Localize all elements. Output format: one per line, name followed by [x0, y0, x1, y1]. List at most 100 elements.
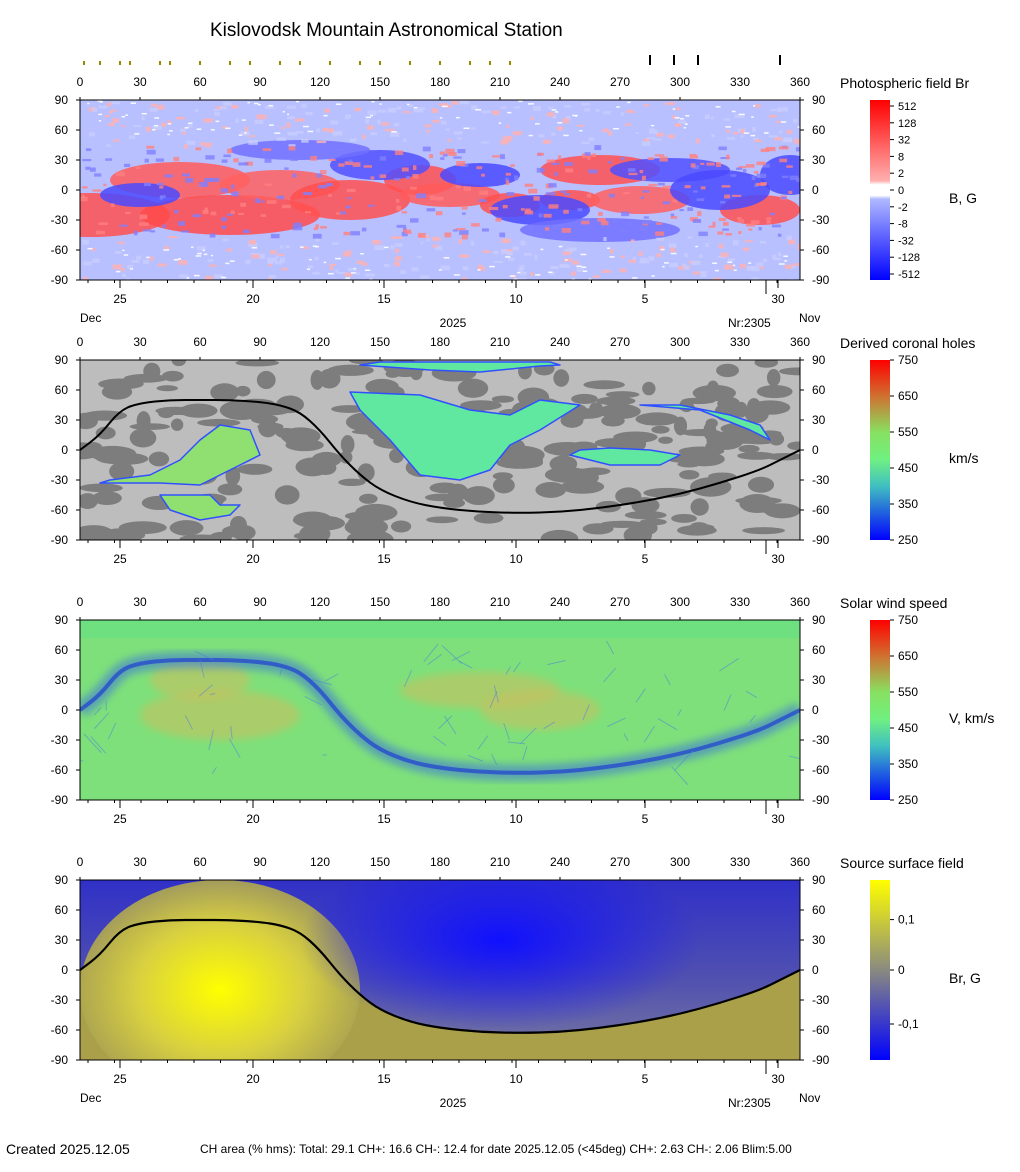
field-speckle — [642, 219, 652, 225]
field-speckle — [551, 162, 560, 166]
colorbar-tick-label: 650 — [898, 649, 918, 663]
field-speckle — [403, 138, 407, 143]
field-speckle-white — [303, 125, 310, 128]
field-speckle — [106, 144, 112, 147]
field-speckle — [368, 204, 375, 207]
field-speckle-white — [733, 264, 736, 267]
field-speckle — [178, 274, 189, 278]
closed-field-patch — [123, 373, 168, 383]
field-speckle — [471, 223, 480, 227]
field-speckle — [657, 182, 665, 186]
field-speckle — [316, 173, 322, 178]
field-speckle-white — [475, 109, 482, 111]
field-speckle-white — [650, 124, 655, 127]
field-speckle — [411, 267, 419, 272]
field-speckle — [205, 155, 215, 160]
wind-ray — [198, 684, 213, 697]
field-speckle — [530, 272, 534, 276]
closed-field-patch — [359, 493, 378, 504]
coronal-hole-positive — [99, 424, 261, 486]
field-speckle-white — [307, 130, 314, 133]
field-speckle-white — [241, 119, 246, 121]
wind-ray — [451, 651, 471, 662]
wind-ray — [467, 754, 484, 762]
field-speckle — [367, 110, 377, 116]
field-speckle — [261, 151, 267, 156]
field-speckle — [419, 275, 429, 279]
wind-ray — [513, 661, 521, 673]
field-speckle — [530, 116, 534, 120]
source-surface-map — [80, 880, 800, 1060]
field-speckle — [725, 129, 730, 133]
field-speckle — [798, 142, 800, 146]
lat-tick-label-right: 30 — [812, 153, 826, 167]
field-speckle — [128, 135, 136, 139]
field-speckle — [760, 148, 770, 153]
field-speckle — [581, 102, 590, 106]
field-speckle — [704, 114, 710, 119]
field-speckle — [363, 165, 372, 168]
field-speckle — [591, 153, 597, 157]
field-speckle — [245, 259, 251, 265]
field-speckle — [690, 163, 696, 168]
field-speckle — [310, 155, 317, 161]
field-speckle-white — [130, 102, 136, 104]
field-speckle — [533, 196, 540, 201]
lat-tick-label-left: 30 — [55, 413, 69, 427]
field-speckle — [784, 264, 793, 269]
field-speckle — [110, 203, 115, 208]
field-speckle — [401, 211, 408, 214]
field-speckle — [406, 175, 411, 180]
field-speckle — [500, 139, 509, 145]
field-speckle — [290, 157, 298, 161]
field-speckle — [797, 244, 800, 247]
field-speckle — [556, 126, 564, 131]
lat-tick-label-left: 30 — [55, 933, 69, 947]
lat-tick-label-left: 60 — [55, 903, 69, 917]
field-speckle — [639, 226, 648, 231]
field-speckle-white — [443, 257, 450, 259]
rotation-markers — [83, 55, 781, 65]
closed-field-patch — [250, 414, 279, 424]
field-patch — [100, 183, 180, 207]
field-speckle — [98, 222, 108, 226]
field-speckle-white — [563, 134, 569, 137]
field-speckle — [656, 237, 665, 241]
field-speckle — [320, 170, 327, 175]
field-speckle — [390, 245, 395, 250]
field-speckle — [518, 268, 524, 273]
field-speckle — [434, 245, 443, 251]
field-speckle — [338, 271, 348, 275]
lon-tick-label: 30 — [133, 75, 147, 89]
field-speckle — [248, 239, 257, 245]
closed-field-patch — [738, 444, 760, 453]
field-speckle-white — [680, 118, 684, 120]
field-speckle — [512, 131, 522, 136]
field-speckle-white — [626, 101, 631, 104]
field-speckle — [89, 167, 96, 172]
field-speckle — [564, 193, 570, 196]
field-speckle-white — [498, 122, 502, 124]
field-speckle — [635, 132, 639, 135]
field-speckle-white — [725, 126, 731, 128]
field-speckle — [249, 135, 256, 138]
olive-marker — [509, 61, 511, 65]
field-speckle — [603, 236, 607, 242]
positive-maximum — [80, 880, 360, 1060]
field-speckle — [235, 118, 239, 123]
field-speckle — [532, 106, 541, 111]
field-speckle-white — [780, 121, 787, 123]
colorbar-gradient — [870, 360, 890, 540]
wind-ray — [427, 653, 443, 666]
field-speckle — [705, 242, 709, 248]
field-speckle — [768, 135, 778, 138]
field-speckle-white — [87, 247, 93, 250]
field-speckle — [559, 263, 569, 268]
field-speckle — [142, 229, 152, 232]
field-speckle — [344, 117, 350, 120]
field-speckle — [568, 247, 577, 252]
closed-field-patch — [716, 363, 739, 378]
field-speckle — [649, 129, 659, 134]
field-speckle — [603, 111, 611, 115]
wind-ray — [788, 755, 800, 760]
